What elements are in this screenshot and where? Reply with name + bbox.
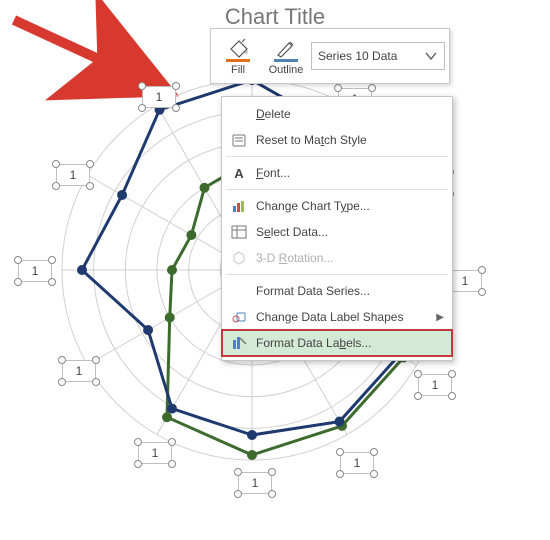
selection-handle[interactable]: [336, 448, 344, 456]
menu-separator: [226, 274, 448, 275]
data-label[interactable]: 1: [340, 452, 374, 474]
font-icon: A: [228, 166, 250, 181]
reset-icon: [228, 132, 250, 148]
selection-handle[interactable]: [478, 266, 486, 274]
menu-separator: [226, 189, 448, 190]
selection-handle[interactable]: [52, 182, 60, 190]
selection-handle[interactable]: [172, 104, 180, 112]
selection-handle[interactable]: [172, 82, 180, 90]
context-menu: Delete Reset to Match Style A Font... Ch…: [221, 96, 453, 361]
selection-handle[interactable]: [268, 468, 276, 476]
selection-handle[interactable]: [86, 182, 94, 190]
data-label[interactable]: 1: [238, 472, 272, 494]
selection-handle[interactable]: [134, 460, 142, 468]
selection-handle[interactable]: [414, 370, 422, 378]
menu-3d-rotation: 3-D Rotation...: [222, 245, 452, 271]
selection-handle[interactable]: [168, 438, 176, 446]
selection-handle[interactable]: [48, 256, 56, 264]
selection-handle[interactable]: [48, 278, 56, 286]
fill-swatch: [226, 59, 250, 62]
selection-handle[interactable]: [414, 392, 422, 400]
data-label[interactable]: 1: [138, 442, 172, 464]
fill-tool[interactable]: Fill: [215, 30, 261, 82]
selection-handle[interactable]: [334, 84, 342, 92]
menu-separator: [226, 156, 448, 157]
selection-handle[interactable]: [14, 256, 22, 264]
menu-change-label-shapes[interactable]: Change Data Label Shapes ▶: [222, 304, 452, 330]
selection-handle[interactable]: [370, 448, 378, 456]
selection-handle[interactable]: [368, 84, 376, 92]
outline-label: Outline: [269, 64, 304, 76]
selection-handle[interactable]: [14, 278, 22, 286]
selection-handle[interactable]: [58, 378, 66, 386]
selection-handle[interactable]: [336, 470, 344, 478]
selection-handle[interactable]: [268, 490, 276, 498]
rotation-icon: [228, 250, 250, 266]
data-label[interactable]: 1: [18, 260, 52, 282]
outline-tool[interactable]: Outline: [263, 30, 309, 82]
menu-reset[interactable]: Reset to Match Style: [222, 127, 452, 153]
series-selector-text: Series 10 Data: [318, 49, 397, 63]
select-data-icon: [228, 224, 250, 240]
menu-select-data[interactable]: Select Data...: [222, 219, 452, 245]
menu-delete[interactable]: Delete: [222, 101, 452, 127]
data-label[interactable]: 1: [448, 270, 482, 292]
chart-title: Chart Title: [0, 4, 550, 30]
submenu-arrow-icon: ▶: [436, 312, 444, 323]
selection-handle[interactable]: [138, 82, 146, 90]
selection-handle[interactable]: [138, 104, 146, 112]
chart-type-icon: [228, 198, 250, 214]
data-label[interactable]: 1: [56, 164, 90, 186]
mini-toolbar: Fill Outline Series 10 Data: [210, 28, 450, 84]
shapes-icon: [228, 309, 250, 325]
selection-handle[interactable]: [448, 370, 456, 378]
selection-handle[interactable]: [478, 288, 486, 296]
data-label[interactable]: 1: [418, 374, 452, 396]
selection-handle[interactable]: [58, 356, 66, 364]
selection-handle[interactable]: [234, 468, 242, 476]
selection-handle[interactable]: [370, 470, 378, 478]
fill-icon: [227, 37, 249, 59]
data-label[interactable]: 1: [62, 360, 96, 382]
selection-handle[interactable]: [92, 356, 100, 364]
selection-handle[interactable]: [86, 160, 94, 168]
selection-handle[interactable]: [234, 490, 242, 498]
selection-handle[interactable]: [92, 378, 100, 386]
menu-font[interactable]: A Font...: [222, 160, 452, 186]
selection-handle[interactable]: [52, 160, 60, 168]
selection-handle[interactable]: [134, 438, 142, 446]
chevron-down-icon: [424, 49, 438, 63]
data-label[interactable]: 1: [142, 86, 176, 108]
selection-handle[interactable]: [168, 460, 176, 468]
menu-format-series[interactable]: Format Data Series...: [222, 278, 452, 304]
series-selector[interactable]: Series 10 Data: [311, 42, 445, 70]
format-labels-icon: [228, 335, 250, 351]
menu-format-data-labels[interactable]: Format Data Labels...: [222, 330, 452, 356]
selection-handle[interactable]: [448, 392, 456, 400]
outline-icon: [275, 37, 297, 59]
menu-change-chart-type[interactable]: Change Chart Type...: [222, 193, 452, 219]
fill-label: Fill: [231, 64, 245, 76]
outline-swatch: [274, 59, 298, 62]
